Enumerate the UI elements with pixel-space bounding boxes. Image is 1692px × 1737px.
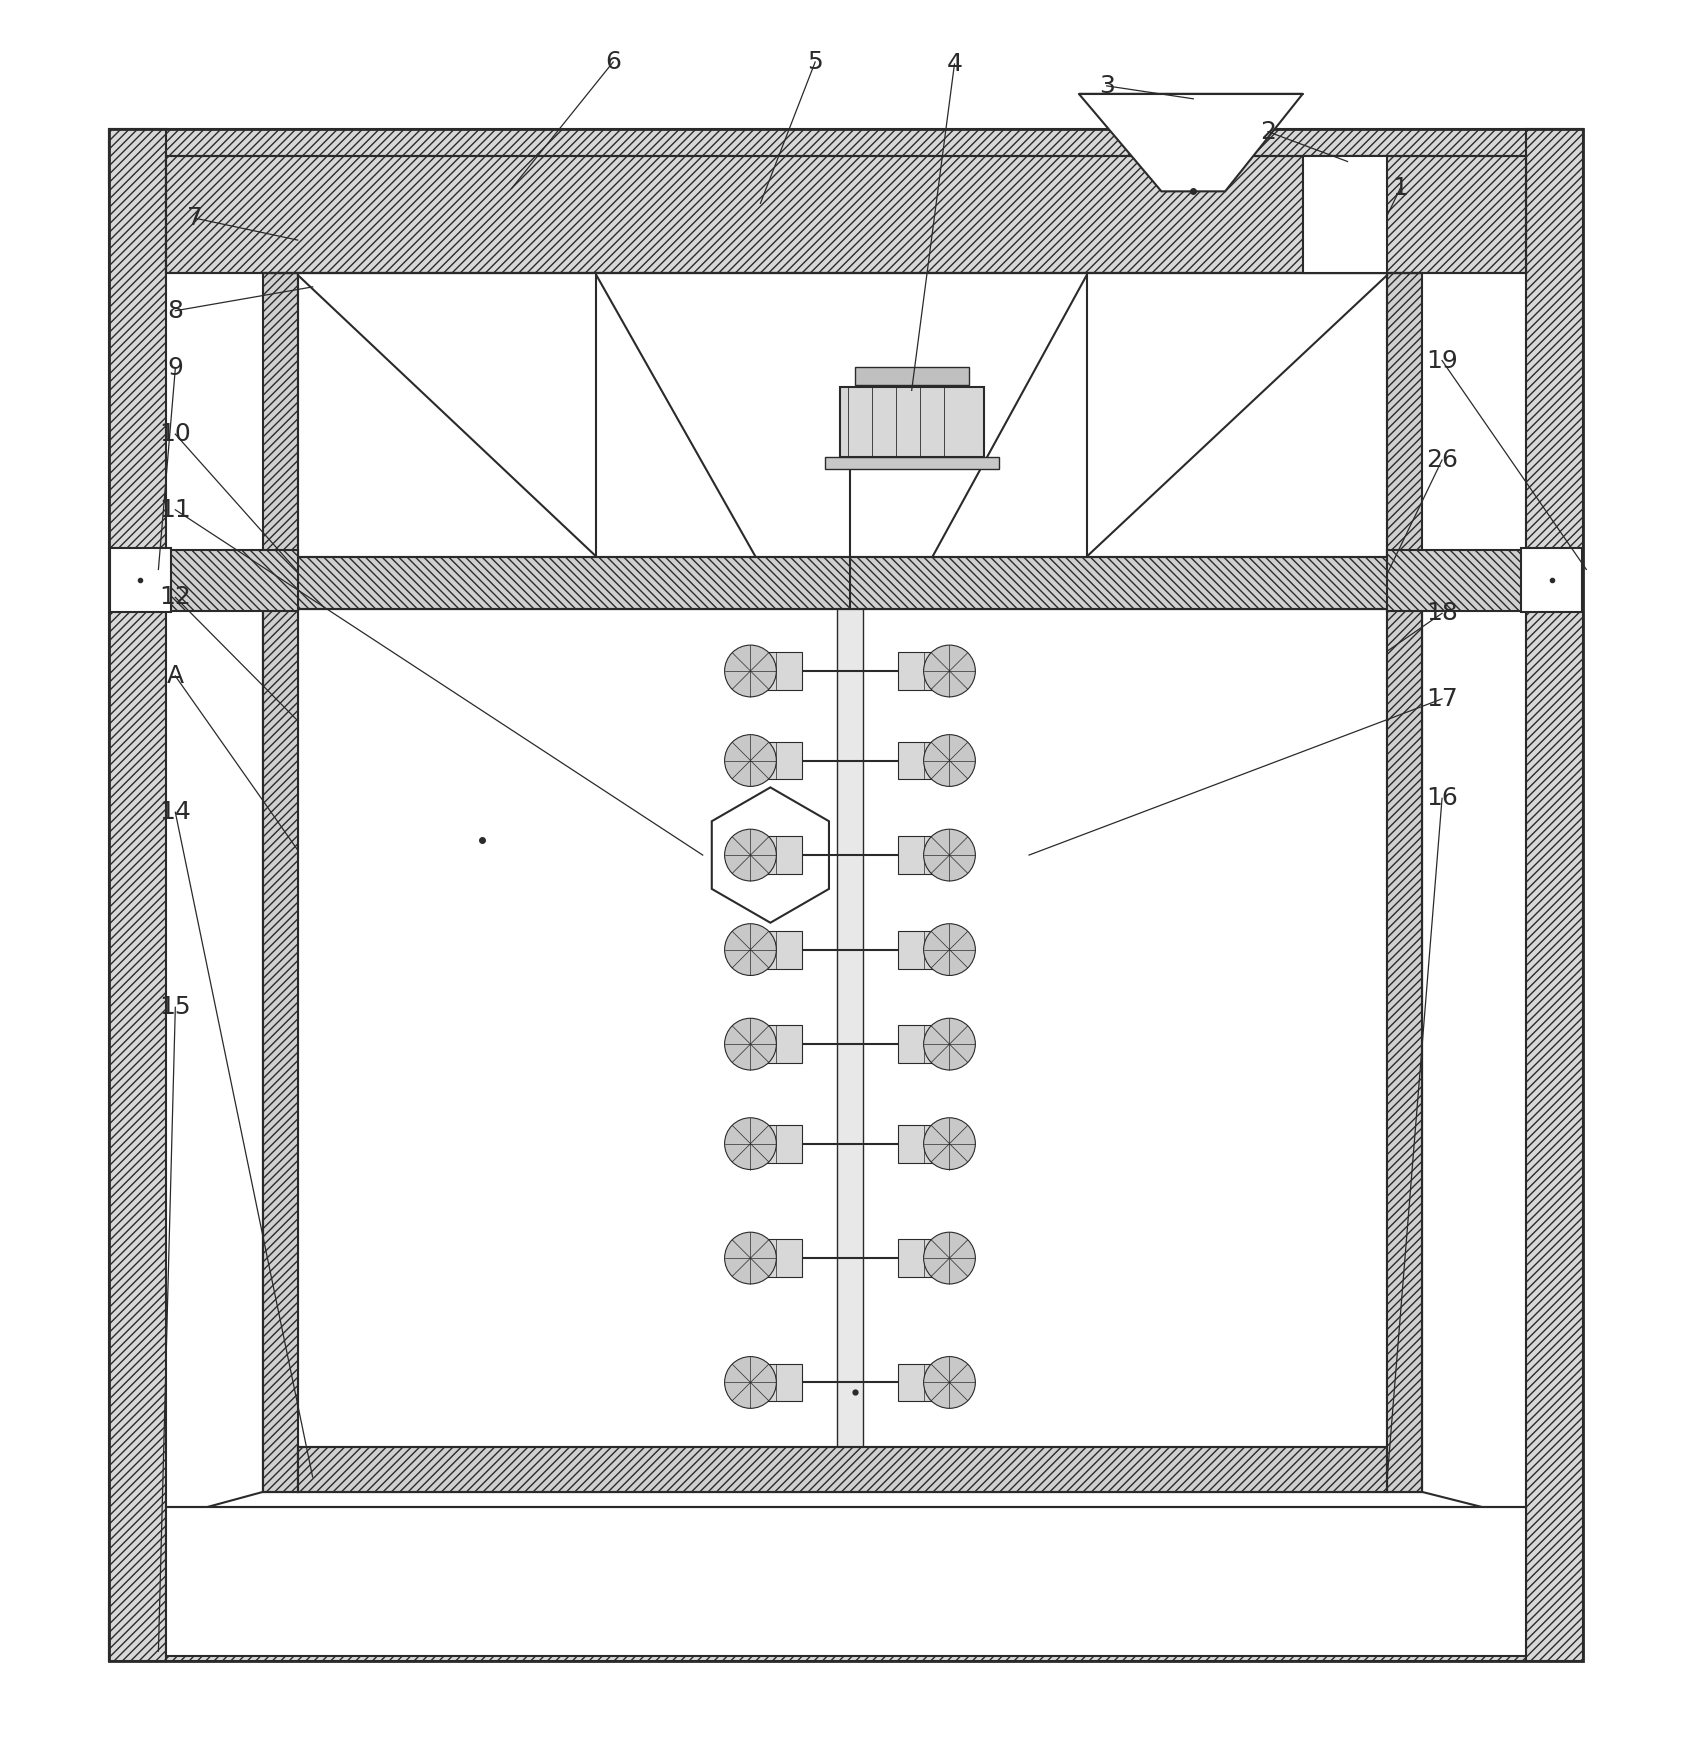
Bar xyxy=(262,610,1423,1492)
Circle shape xyxy=(924,1119,975,1169)
Bar xyxy=(898,651,949,690)
Bar xyxy=(1521,547,1582,611)
Text: 18: 18 xyxy=(1426,601,1459,625)
Bar xyxy=(898,1238,949,1277)
Circle shape xyxy=(724,829,777,881)
Circle shape xyxy=(724,644,777,697)
Circle shape xyxy=(924,644,975,697)
Text: 15: 15 xyxy=(159,995,191,1020)
Bar xyxy=(826,457,1000,469)
Text: 9: 9 xyxy=(168,356,183,380)
Bar xyxy=(898,742,949,780)
Bar xyxy=(1526,129,1584,1661)
Circle shape xyxy=(924,1018,975,1070)
Bar xyxy=(108,129,1584,1661)
Text: 4: 4 xyxy=(946,52,963,76)
Bar xyxy=(262,273,298,1492)
Circle shape xyxy=(924,924,975,976)
Bar xyxy=(898,1025,949,1063)
Bar xyxy=(751,835,802,874)
Text: 11: 11 xyxy=(159,499,191,521)
Text: 19: 19 xyxy=(1426,349,1459,372)
Bar xyxy=(751,1025,802,1063)
Bar xyxy=(166,1506,1526,1655)
Bar xyxy=(898,835,949,874)
Bar xyxy=(854,368,970,386)
Circle shape xyxy=(924,1232,975,1284)
Text: 8: 8 xyxy=(168,299,183,323)
Bar xyxy=(108,1603,1584,1661)
Polygon shape xyxy=(1079,94,1303,191)
Bar xyxy=(898,931,949,969)
Bar xyxy=(262,610,298,1492)
Circle shape xyxy=(724,1357,777,1409)
Bar xyxy=(751,1126,802,1162)
Bar xyxy=(166,556,1526,610)
Bar xyxy=(108,129,1584,186)
Bar xyxy=(751,742,802,780)
Bar xyxy=(751,1238,802,1277)
Text: 16: 16 xyxy=(1426,787,1459,811)
Bar xyxy=(110,547,171,611)
Circle shape xyxy=(724,924,777,976)
Bar xyxy=(166,156,1526,273)
Circle shape xyxy=(924,735,975,787)
Text: 1: 1 xyxy=(1393,177,1408,200)
Bar xyxy=(298,1447,1387,1492)
Bar xyxy=(298,1447,1387,1492)
Circle shape xyxy=(924,829,975,881)
Text: 6: 6 xyxy=(606,50,621,75)
Bar xyxy=(1387,273,1423,1492)
Bar xyxy=(838,556,863,1457)
Bar xyxy=(751,651,802,690)
Circle shape xyxy=(724,1119,777,1169)
Bar xyxy=(839,387,985,457)
Text: 10: 10 xyxy=(159,422,191,446)
Bar xyxy=(1387,549,1526,611)
Bar xyxy=(1303,156,1387,273)
Text: A: A xyxy=(168,664,184,688)
Bar xyxy=(751,1364,802,1402)
Text: 14: 14 xyxy=(159,801,191,825)
Text: 17: 17 xyxy=(1426,686,1459,710)
Text: 7: 7 xyxy=(188,207,203,231)
Bar xyxy=(166,549,298,611)
Text: 3: 3 xyxy=(1098,75,1115,97)
Circle shape xyxy=(724,1018,777,1070)
Bar xyxy=(898,1364,949,1402)
Circle shape xyxy=(924,1357,975,1409)
Circle shape xyxy=(724,1232,777,1284)
Bar xyxy=(166,156,1526,273)
Bar xyxy=(898,1126,949,1162)
Text: 2: 2 xyxy=(1261,120,1276,144)
Text: 12: 12 xyxy=(159,585,191,610)
Text: 26: 26 xyxy=(1426,448,1459,472)
Bar xyxy=(1387,610,1423,1492)
Circle shape xyxy=(724,735,777,787)
Text: 5: 5 xyxy=(807,50,822,75)
Bar xyxy=(108,129,166,1661)
Bar xyxy=(751,931,802,969)
